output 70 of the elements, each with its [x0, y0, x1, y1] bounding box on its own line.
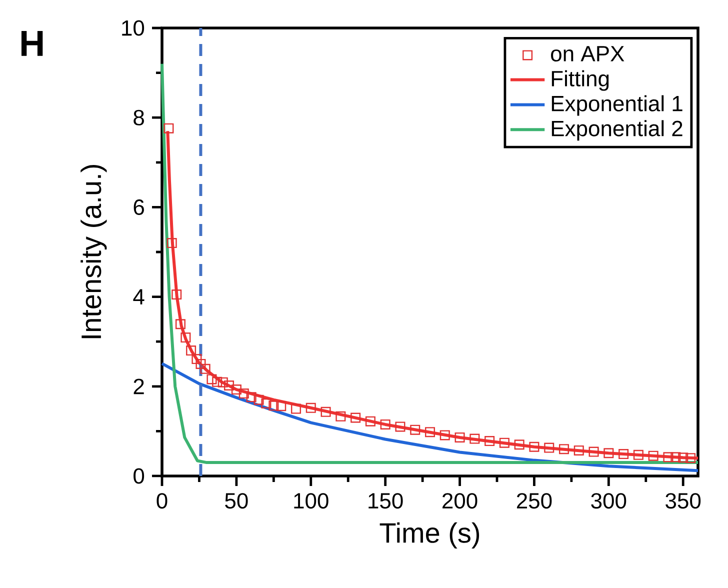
legend-label: on APX	[551, 46, 624, 62]
point	[529, 442, 540, 452]
point	[175, 319, 186, 330]
point	[454, 432, 465, 442]
point	[633, 450, 644, 460]
x-tick-label: 0	[156, 493, 168, 509]
point	[440, 430, 450, 440]
text: H	[21, 31, 43, 56]
point	[544, 442, 554, 453]
y-tick-label: 10	[122, 20, 144, 36]
point	[224, 380, 234, 390]
point	[268, 400, 279, 411]
point	[291, 404, 302, 414]
point	[196, 358, 206, 369]
y-tick-label: 0	[134, 468, 144, 484]
legend-label: Exponential 1	[552, 95, 682, 116]
point	[320, 406, 331, 417]
point	[200, 364, 210, 374]
point	[218, 377, 228, 388]
point	[514, 440, 524, 450]
point	[186, 346, 196, 356]
point	[172, 290, 182, 300]
y-tick-label: 6	[134, 199, 144, 215]
point	[336, 411, 346, 422]
point	[604, 448, 614, 458]
x-tick-label: 200	[442, 493, 478, 509]
point	[350, 412, 361, 423]
point	[395, 422, 406, 432]
x-tick-label: 150	[368, 493, 403, 509]
point	[192, 354, 202, 364]
point	[254, 394, 264, 405]
point	[206, 374, 217, 384]
point	[365, 416, 376, 426]
point	[678, 452, 688, 463]
point	[670, 452, 681, 462]
x-tick-label: 100	[294, 493, 328, 509]
point	[380, 419, 390, 430]
point	[306, 402, 316, 413]
point	[686, 453, 696, 464]
point	[410, 424, 420, 435]
point	[180, 332, 191, 343]
point	[588, 446, 599, 457]
point	[574, 445, 584, 456]
x-axis-title: Time (s)	[380, 522, 480, 548]
point	[166, 238, 177, 248]
point	[558, 444, 569, 454]
point	[648, 450, 658, 461]
point	[663, 452, 674, 462]
point	[261, 398, 272, 408]
point	[470, 434, 480, 444]
point	[164, 123, 174, 134]
y-tick-label: 4	[133, 289, 144, 304]
point	[618, 449, 629, 460]
point	[424, 427, 435, 438]
y-axis-title: Intensity (a.u.)	[80, 165, 107, 338]
point	[499, 438, 510, 448]
point	[238, 388, 249, 399]
y-tick-label: 2	[134, 378, 144, 394]
legend-label: Fitting	[552, 70, 609, 91]
x-tick-label: 250	[516, 493, 552, 509]
point	[484, 436, 495, 446]
point	[231, 384, 242, 395]
point	[212, 376, 222, 387]
y-tick-label: 8	[134, 110, 144, 126]
point	[246, 392, 256, 402]
legend-label: Exponential 2	[552, 120, 682, 141]
x-tick-label: 350	[666, 493, 701, 509]
x-tick-label: 50	[225, 493, 248, 509]
point	[276, 401, 286, 412]
x-tick-label: 300	[591, 493, 626, 509]
